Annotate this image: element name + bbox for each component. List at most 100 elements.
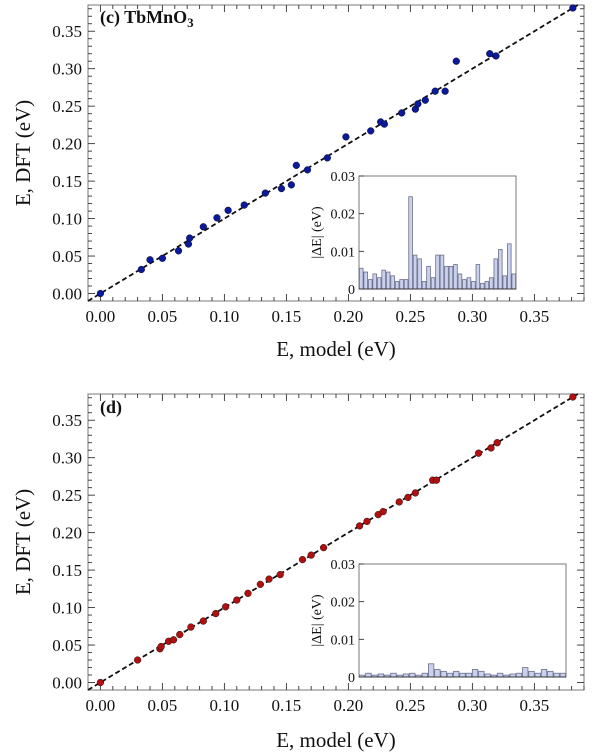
- data-point: [367, 127, 375, 135]
- data-point: [184, 240, 193, 248]
- data-point: [320, 544, 328, 552]
- y-tick-label: 0.00: [52, 674, 82, 693]
- data-point: [363, 517, 371, 525]
- data-point: [146, 256, 154, 264]
- y-axis-label: E, DFT (eV): [11, 489, 35, 595]
- inset-bar: [365, 672, 372, 678]
- inset-bar: [462, 279, 467, 290]
- inset-bar: [459, 672, 466, 678]
- inset-bar: [385, 271, 391, 290]
- inset-bar: [471, 669, 479, 678]
- inset-bar: [399, 279, 404, 290]
- data-point: [569, 393, 577, 401]
- data-point: [199, 617, 207, 625]
- panel-d: 0.00 0.05 0.10 0.15 0.20 0.25 0.30 0.35 0.00 0.05…: [11, 393, 585, 752]
- data-point: [276, 570, 284, 579]
- inset-bar: [367, 279, 373, 290]
- inset-bar: [547, 670, 554, 678]
- data-point: [452, 57, 460, 65]
- x-tick-label: 0.30: [458, 307, 488, 326]
- inset-bar: [381, 269, 386, 290]
- inset-bar: [435, 254, 440, 290]
- inset-bar: [465, 672, 472, 678]
- data-point: [414, 100, 422, 108]
- inset-bar-chart: 0 0.01 0.02 0.03 |ΔE| (eV): [310, 558, 567, 686]
- data-point: [421, 96, 429, 104]
- data-point: [441, 87, 449, 95]
- y-tick-label: 0.20: [52, 524, 82, 543]
- x-tick-label: 0.25: [396, 696, 426, 715]
- inset-bar: [534, 672, 541, 678]
- x-axis-label: E, model (eV): [276, 337, 396, 361]
- inset-bar: [394, 281, 400, 290]
- y-tick-label: 0.15: [52, 172, 82, 191]
- data-point: [137, 265, 145, 274]
- inset-bar: [430, 277, 436, 290]
- panel-label: (d): [100, 397, 122, 418]
- data-point: [186, 234, 194, 242]
- inset-bar: [553, 672, 560, 678]
- x-tick-label: 0.00: [86, 696, 116, 715]
- y-tick-label: 0.30: [52, 60, 82, 79]
- inset-bar: [475, 264, 481, 290]
- inset-bar: [372, 273, 377, 290]
- inset-bar: [446, 672, 454, 678]
- inset-bar: [426, 265, 431, 290]
- data-point: [240, 201, 248, 209]
- data-point: [307, 551, 315, 559]
- data-point: [157, 642, 165, 651]
- data-point: [355, 522, 364, 530]
- data-point: [277, 184, 286, 193]
- x-tick-label: 0.35: [520, 307, 550, 326]
- data-point: [187, 623, 195, 631]
- inset-bar: [434, 669, 441, 678]
- x-tick-label: 0.05: [148, 696, 178, 715]
- x-tick-label: 0.20: [334, 696, 364, 715]
- data-point: [213, 214, 221, 222]
- x-tick-label: 0.25: [396, 307, 426, 326]
- inset-y-tick-label: 0.03: [331, 558, 356, 573]
- inset-bar: [540, 669, 548, 678]
- inset-bar: [421, 672, 428, 678]
- data-point: [233, 596, 241, 604]
- inset-bar: [457, 273, 463, 290]
- x-tick-label: 0.15: [272, 307, 302, 326]
- data-point: [261, 189, 269, 197]
- inset-y-tick-label: 0.02: [331, 596, 356, 611]
- inset-y-axis-label: |ΔE| (eV): [310, 206, 325, 259]
- y-tick-label: 0.35: [52, 22, 82, 41]
- y-tick-label: 0.00: [52, 285, 82, 304]
- inset-bar: [498, 249, 503, 290]
- inset-bar: [496, 672, 504, 678]
- inset-y-tick-label: 0.01: [331, 245, 356, 260]
- inset-bar: [440, 670, 447, 678]
- data-point: [380, 120, 388, 128]
- data-point: [486, 50, 494, 58]
- data-point: [199, 223, 207, 231]
- data-point: [174, 247, 183, 255]
- y-tick-label: 0.05: [52, 636, 82, 655]
- x-tick-label: 0.05: [148, 307, 178, 326]
- inset-bar: [439, 254, 445, 290]
- data-point: [475, 449, 483, 457]
- data-point: [158, 254, 167, 262]
- x-tick-label: 0.20: [334, 307, 364, 326]
- x-tick-label: 0.15: [272, 696, 302, 715]
- data-point: [212, 609, 220, 618]
- inset-bar: [502, 275, 508, 290]
- inset-bar: [453, 264, 458, 290]
- inset-bar: [559, 672, 566, 678]
- data-point: [222, 603, 230, 611]
- y-tick-label: 0.05: [52, 247, 82, 266]
- data-point: [492, 52, 500, 60]
- inset-bar: [507, 243, 512, 290]
- inset-frame: [358, 563, 567, 678]
- inset-bar: [522, 667, 529, 678]
- data-point: [96, 678, 105, 687]
- inset-bar: [484, 281, 490, 290]
- y-tick-label: 0.15: [52, 561, 82, 580]
- inset-bar: [511, 273, 516, 290]
- data-point: [244, 589, 252, 597]
- inset-bar: [478, 670, 485, 678]
- inset-bar: [489, 277, 494, 290]
